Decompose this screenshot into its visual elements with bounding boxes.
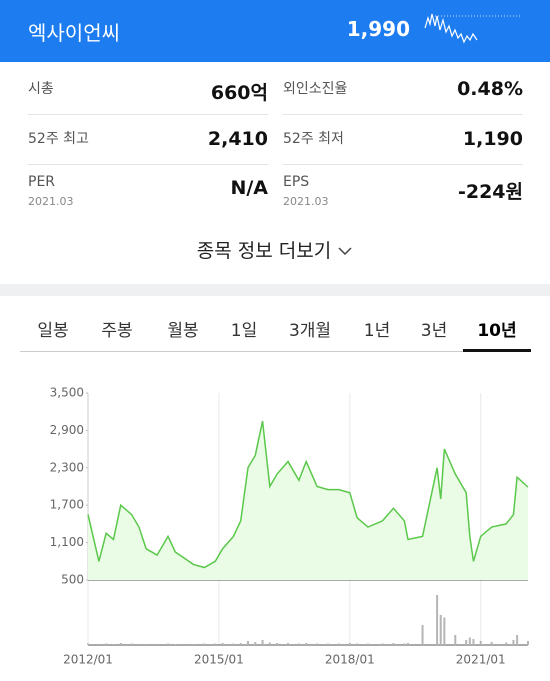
y-tick-label: 3,500 (50, 386, 84, 400)
volume-bar (505, 642, 508, 645)
header (0, 0, 550, 62)
sparkline (424, 13, 522, 44)
stat-value: 2,410 (207, 128, 268, 150)
volume-bar (174, 644, 177, 645)
volume-bar (479, 641, 482, 645)
tab[interactable]: 주봉 (101, 321, 133, 341)
tab[interactable]: 월봉 (167, 321, 199, 341)
stock-name: 엑사이언씨 (28, 21, 120, 45)
volume-bar (421, 625, 424, 645)
volume-bar (130, 643, 133, 645)
volume-bar (97, 644, 100, 645)
volume-bar (214, 643, 217, 645)
volume-bar (156, 644, 159, 645)
volume-bar (348, 643, 351, 645)
price-area (88, 421, 528, 580)
volume-bar (254, 642, 257, 645)
more-label: 종목 정보 더보기 (196, 240, 332, 262)
tab[interactable]: 1년 (363, 321, 391, 341)
volume-bar (276, 643, 279, 645)
volume-bar (221, 643, 224, 645)
volume-bar (305, 643, 308, 645)
stat-label: 52주 최고 (28, 131, 89, 147)
volume-bar (392, 643, 395, 645)
volume-bar (527, 641, 529, 645)
volume-bar (454, 635, 457, 645)
volume-bar (105, 643, 108, 645)
volume-bar (232, 643, 235, 645)
volume-bar (516, 635, 519, 645)
stat-value: 0.48% (457, 78, 523, 100)
y-tick-label: 500 (61, 573, 84, 587)
stat-value: 1,190 (462, 128, 523, 150)
volume-bar (337, 643, 340, 645)
x-tick-label: 2012/01 (63, 653, 113, 667)
tab-active-underline (463, 349, 531, 352)
x-tick-label: 2015/01 (194, 653, 244, 667)
y-tick-label: 2,900 (50, 423, 84, 437)
stat-value: 660억 (210, 82, 268, 104)
y-tick-label: 1,100 (50, 535, 84, 549)
tab-baseline (20, 351, 531, 352)
volume-bar (439, 615, 442, 645)
volume-bar (112, 644, 115, 645)
chevron (338, 247, 352, 256)
tab[interactable]: 1일 (230, 321, 258, 341)
stat-label: 외인소진율 (283, 81, 348, 97)
volume-bar (443, 617, 446, 645)
x-tick-label: 2021/01 (456, 653, 506, 667)
volume-bar (268, 642, 271, 645)
volume-bar (468, 637, 471, 645)
divider-band (0, 284, 550, 296)
row-separator (28, 114, 268, 115)
volume-bar (407, 643, 409, 645)
y-tick-label: 2,300 (50, 460, 84, 474)
volume-bar (316, 643, 319, 645)
stat-date: 2021.03 (28, 195, 74, 208)
stat-value: N/A (230, 177, 268, 199)
volume-bar (403, 643, 406, 645)
stat-label: 52주 최저 (283, 131, 344, 147)
volume-bar (167, 643, 169, 645)
volume-bar (472, 639, 475, 645)
volume-bar (297, 643, 300, 645)
stat-label: 시총 (28, 81, 54, 97)
volume-bar (119, 643, 122, 645)
volume-bar (87, 643, 89, 645)
row-separator (28, 164, 268, 165)
volume-bar (367, 643, 369, 645)
x-tick-label: 2018/01 (325, 653, 375, 667)
stat-label: EPS (283, 174, 310, 190)
row-separator (283, 164, 523, 165)
volume-bar (287, 643, 289, 645)
stat-value: -224원 (457, 181, 523, 203)
price-line (87, 420, 529, 569)
volume-bar (512, 640, 515, 645)
more-button[interactable]: 종목 정보 더보기 (0, 236, 550, 263)
volume-bar (247, 641, 249, 645)
tab[interactable]: 10년 (477, 321, 517, 341)
volume-bar (192, 644, 195, 645)
volume-bar (356, 643, 359, 645)
volume-bar (381, 643, 384, 645)
stat-label: PER (28, 174, 56, 190)
volume-bar (490, 642, 493, 645)
chart: 2012/01 2015/01 2018/01 2021/01 3,500 2,900 2,… (50, 386, 529, 667)
stat-date: 2021.03 (283, 195, 329, 208)
volume-bar (137, 644, 140, 645)
tab[interactable]: 3개월 (288, 321, 332, 341)
volume-bar (261, 640, 264, 645)
volume-bar (203, 643, 206, 645)
volume-bar (327, 643, 329, 645)
y-tick-label: 1,700 (50, 498, 84, 512)
volume-bar (239, 643, 242, 645)
tab[interactable]: 3년 (420, 321, 448, 341)
row-separator (283, 114, 523, 115)
volume-bar (436, 595, 439, 645)
volume-bar (145, 644, 148, 645)
stock-price: 1,990 (346, 17, 410, 41)
volume-bar (465, 640, 468, 645)
tab[interactable]: 일봉 (37, 321, 69, 341)
